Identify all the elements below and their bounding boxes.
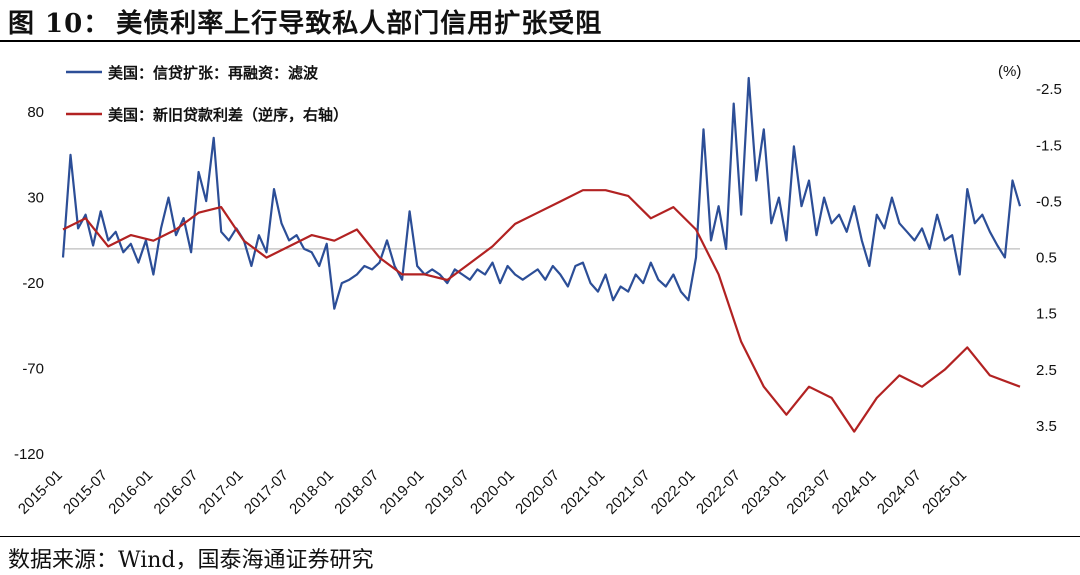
- x-tick-label: 2019-07: [422, 467, 473, 518]
- left-tick-label: -120: [14, 446, 44, 463]
- x-tick-label: 2015-01: [15, 467, 66, 518]
- x-tick-label: 2022-07: [693, 467, 744, 518]
- x-tick-label: 2015-07: [60, 467, 111, 518]
- left-axis-ticks: 80 30 -20 -70 -120: [14, 104, 44, 463]
- figure-title: 图 10： 美债利率上行导致私人部门信用扩张受阻: [8, 3, 602, 40]
- right-axis-ticks: -2.5 -1.5 -0.5 0.5 1.5 2.5 3.5: [1036, 81, 1062, 435]
- right-tick-label: 3.5: [1036, 418, 1057, 435]
- x-tick-label: 2016-07: [151, 467, 202, 518]
- x-tick-label: 2022-01: [648, 467, 699, 518]
- x-tick-label: 2023-07: [783, 467, 834, 518]
- x-tick-label: 2024-07: [874, 467, 925, 518]
- right-tick-label: -0.5: [1036, 193, 1062, 210]
- x-tick-label: 2018-07: [331, 467, 382, 518]
- legend-label-credit-expansion: 美国：信贷扩张：再融资：滤波: [108, 64, 319, 82]
- right-tick-label: -2.5: [1036, 81, 1062, 98]
- right-tick-label: 0.5: [1036, 250, 1057, 267]
- x-tick-label: 2021-07: [603, 467, 654, 518]
- left-tick-label: -20: [22, 275, 44, 292]
- right-tick-label: 1.5: [1036, 306, 1057, 323]
- data-source-note: 数据来源：Wind，国泰海通证券研究: [8, 548, 374, 573]
- x-tick-label: 2017-07: [241, 467, 292, 518]
- source-rule: [0, 536, 1080, 537]
- right-tick-label: 2.5: [1036, 362, 1057, 379]
- x-tick-label: 2017-01: [196, 467, 247, 518]
- left-tick-label: 30: [27, 190, 44, 207]
- series-layer: [61, 76, 1022, 433]
- x-tick-label: 2021-01: [557, 467, 608, 518]
- x-tick-label: 2024-01: [829, 467, 880, 518]
- legend: 美国：信贷扩张：再融资：滤波 美国：新旧贷款利差（逆序，右轴）: [66, 64, 348, 124]
- x-axis-ticks: 2015-012015-072016-012016-072017-012017-…: [15, 467, 970, 518]
- left-tick-label: -70: [22, 361, 44, 378]
- right-axis-unit: (%): [998, 63, 1021, 80]
- x-tick-label: 2019-01: [377, 467, 428, 518]
- x-tick-label: 2016-01: [105, 467, 156, 518]
- x-tick-label: 2018-01: [286, 467, 337, 518]
- title-rule: [0, 40, 1080, 42]
- x-tick-label: 2025-01: [919, 467, 970, 518]
- x-tick-label: 2020-07: [512, 467, 563, 518]
- x-tick-label: 2023-01: [738, 467, 789, 518]
- figure-title-text: 美债利率上行导致私人部门信用扩张受阻: [116, 9, 603, 39]
- figure-number: 图 10：: [8, 9, 111, 39]
- left-tick-label: 80: [27, 104, 44, 121]
- legend-label-loan-spread: 美国：新旧贷款利差（逆序，右轴）: [108, 106, 348, 124]
- series-line-loan-spread: [62, 189, 1021, 433]
- x-tick-label: 2020-01: [467, 467, 518, 518]
- series-line-credit-expansion: [61, 76, 1022, 310]
- right-tick-label: -1.5: [1036, 137, 1062, 154]
